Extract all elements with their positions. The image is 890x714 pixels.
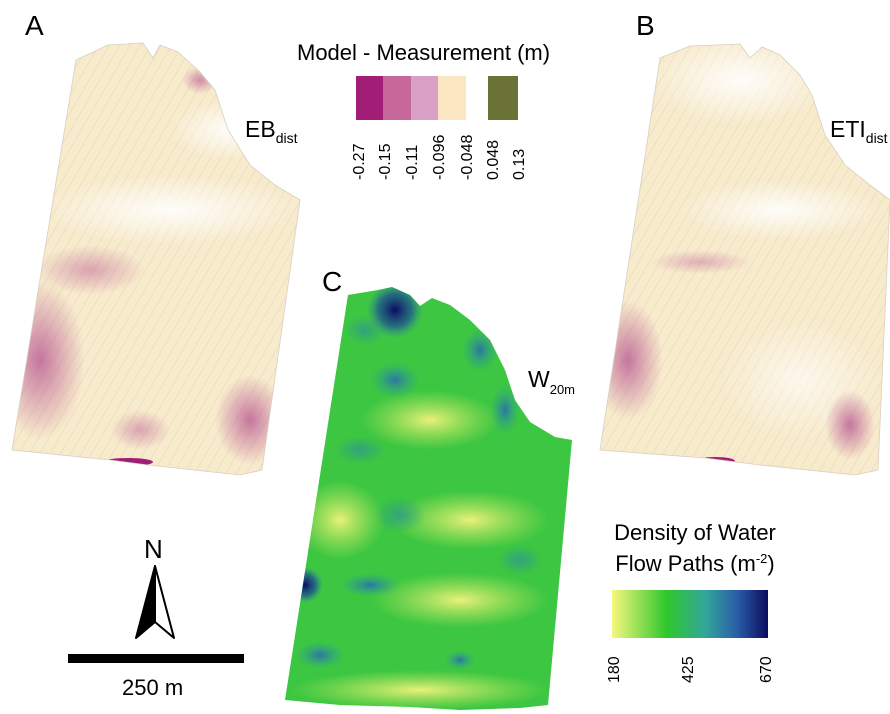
scale-bar xyxy=(68,654,244,663)
panel-c-surface xyxy=(285,287,572,710)
difference-tick: -0.15 xyxy=(377,143,394,180)
difference-tick: -0.11 xyxy=(404,144,421,180)
panel-letter-c: C xyxy=(322,266,343,297)
difference-tick: -0.27 xyxy=(351,143,368,180)
panel-a-label: EBdist xyxy=(245,116,298,146)
density-title-line1: Density of Water xyxy=(614,520,776,545)
panel-a-surface xyxy=(12,43,300,475)
difference-swatch-2 xyxy=(383,76,411,120)
density-legend-bar xyxy=(612,590,768,638)
density-title-line2: Flow Paths (m-2) xyxy=(615,551,775,576)
density-tick: 670 xyxy=(758,656,775,683)
difference-swatch-4 xyxy=(438,76,466,120)
difference-tick: 0.13 xyxy=(511,148,528,180)
difference-swatch-1 xyxy=(356,76,383,120)
north-arrow-icon xyxy=(135,565,175,639)
difference-legend-title: Model - Measurement (m) xyxy=(297,40,551,65)
difference-tick: 0.048 xyxy=(485,139,502,180)
panel-letter-a: A xyxy=(25,10,44,41)
difference-swatch-3 xyxy=(411,76,438,120)
density-tick: 425 xyxy=(680,656,697,683)
density-legend-title: Density of Water Flow Paths (m-2) xyxy=(600,520,790,577)
difference-tick: -0.048 xyxy=(459,134,476,180)
difference-tick: -0.096 xyxy=(431,134,448,180)
panel-b-label: ETIdist xyxy=(830,116,888,146)
difference-swatch-6 xyxy=(488,76,518,120)
panel-c-label: W20m xyxy=(528,366,576,397)
difference-legend-ticks: -0.27 -0.15 -0.11 -0.096 -0.048 0.048 0.… xyxy=(351,135,532,181)
scale-bar-label: 250 m xyxy=(122,675,184,700)
panel-b-surface xyxy=(600,44,890,475)
density-tick: 180 xyxy=(606,656,623,683)
difference-swatch-5 xyxy=(466,76,488,120)
north-label: N xyxy=(144,534,163,564)
panel-letter-b: B xyxy=(636,10,655,41)
difference-legend-bar xyxy=(356,76,518,120)
